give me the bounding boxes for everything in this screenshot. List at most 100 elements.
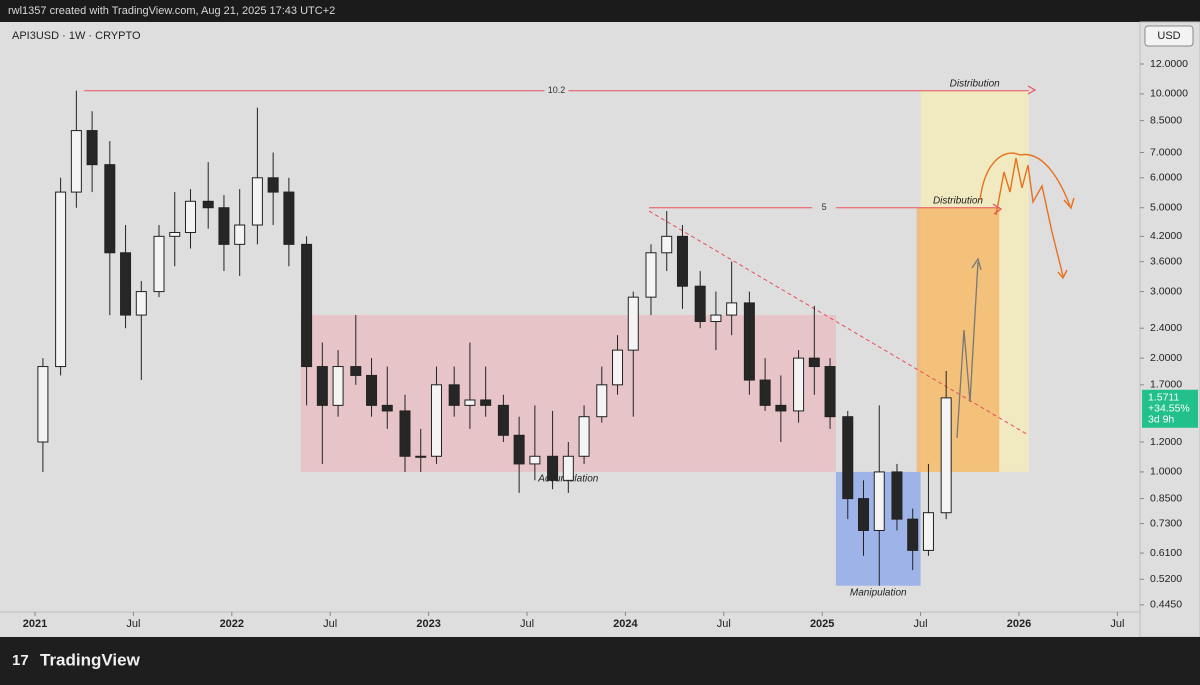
candle-body	[350, 366, 362, 376]
level-label-bg	[544, 84, 569, 97]
candle-body	[891, 471, 903, 520]
x-tick-label: Jul	[717, 618, 731, 630]
projection	[956, 85, 1075, 439]
brand[interactable]: TradingView	[40, 650, 141, 669]
logo-mark: 17	[12, 652, 29, 669]
x-tick-label: Jul	[323, 618, 337, 630]
candle-body	[202, 200, 214, 209]
currency: USD	[1157, 30, 1180, 42]
candle-body	[316, 366, 328, 406]
price-axis-bg	[1139, 21, 1200, 638]
x-tick-label: 2021	[23, 618, 47, 630]
candle-body	[184, 200, 196, 233]
y-tick-label: 0.5200	[1150, 573, 1182, 585]
candle-body	[135, 291, 147, 316]
projection-arrow	[1063, 197, 1075, 210]
zone-label: Manipulation	[850, 587, 907, 598]
candle-body	[37, 366, 49, 443]
candle-body	[922, 512, 934, 551]
y-tick-label: 1.0000	[1150, 466, 1182, 478]
last-price: 1.5711	[1148, 392, 1179, 404]
candle-body	[153, 235, 165, 293]
candle-body	[612, 349, 624, 386]
x-tick-label: 2024	[613, 618, 638, 630]
projection-path	[995, 157, 1064, 277]
candle-body	[497, 404, 509, 436]
candle-body	[759, 379, 771, 406]
y-tick-label: 0.6100	[1150, 547, 1182, 559]
candle-body	[430, 384, 442, 457]
candle-body	[448, 384, 460, 406]
candle-body	[710, 314, 722, 323]
bar-countdown: 3d 9h	[1148, 414, 1174, 426]
candle-body	[808, 357, 820, 368]
candle-body	[547, 455, 559, 481]
candle-body	[169, 231, 181, 237]
candle-body	[562, 455, 574, 481]
candle-body	[793, 357, 805, 412]
y-tick-label: 0.8500	[1150, 492, 1182, 504]
candle-body	[301, 243, 313, 368]
candle-body	[104, 164, 116, 254]
last-price-box	[1142, 389, 1198, 428]
y-tick-label: 5.0000	[1150, 202, 1182, 214]
y-tick-label: 4.2000	[1150, 230, 1182, 242]
candle-body	[464, 399, 476, 406]
candle-body	[480, 399, 492, 406]
y-tick-label: 8.5000	[1150, 114, 1182, 126]
candle-body	[529, 455, 541, 465]
top-bar	[0, 0, 1200, 22]
x-tick-label: 2026	[1007, 618, 1031, 630]
candle-body	[676, 235, 688, 287]
level-arrow	[1027, 85, 1037, 95]
y-tick-label: 0.7300	[1150, 517, 1182, 529]
projection-arrow	[971, 257, 982, 271]
candle-body	[70, 130, 82, 193]
level-label-bg	[812, 201, 837, 214]
candle-body	[596, 384, 608, 418]
candle-body	[55, 191, 67, 368]
y-tick-label: 3.0000	[1150, 285, 1182, 297]
x-tick-label: Jul	[520, 618, 534, 630]
candle-body	[86, 130, 98, 166]
y-tick-label: 2.4000	[1150, 322, 1182, 334]
y-tick-label: 1.2000	[1150, 436, 1182, 448]
level-label: 10.2	[548, 85, 566, 95]
level-label: 5	[822, 202, 827, 212]
y-tick-label: 7.0000	[1150, 146, 1182, 158]
credit: rwl1357 created with TradingView.com, Au…	[8, 5, 335, 17]
candle-body	[858, 498, 870, 531]
zone-label: Distribution	[950, 78, 1000, 89]
y-tick-label: 10.0000	[1150, 88, 1188, 100]
candle-body	[775, 404, 787, 412]
candle-body	[940, 397, 952, 514]
candle-body	[218, 207, 230, 245]
candle-body	[366, 374, 378, 406]
y-tick-label: 6.0000	[1150, 172, 1182, 184]
candle-body	[743, 302, 755, 381]
projection-arrow	[1057, 269, 1068, 280]
candle-body	[332, 366, 344, 406]
candle-body	[645, 252, 657, 298]
x-tick-label: 2022	[220, 618, 244, 630]
x-tick-label: 2023	[416, 618, 440, 630]
candle-body	[661, 235, 673, 254]
symbol-title: API3USD · 1W · CRYPTO	[12, 30, 141, 42]
currency-box[interactable]	[1144, 25, 1194, 47]
last-change: +34.55%	[1148, 403, 1190, 415]
projection-arc	[979, 152, 1071, 207]
y-tick-label: 1.7000	[1150, 379, 1182, 391]
zone-label: Distribution	[933, 195, 983, 206]
trendline	[648, 210, 1030, 436]
candle-body	[907, 518, 919, 551]
candle-body	[283, 191, 295, 245]
candle-body	[399, 410, 411, 457]
candle-body	[726, 302, 738, 316]
x-tick-label: 2025	[810, 618, 834, 630]
candle-body	[627, 296, 639, 351]
candle-body	[381, 404, 393, 412]
candle-body	[120, 252, 132, 316]
candle-body	[842, 416, 854, 500]
candle-body	[694, 285, 706, 323]
